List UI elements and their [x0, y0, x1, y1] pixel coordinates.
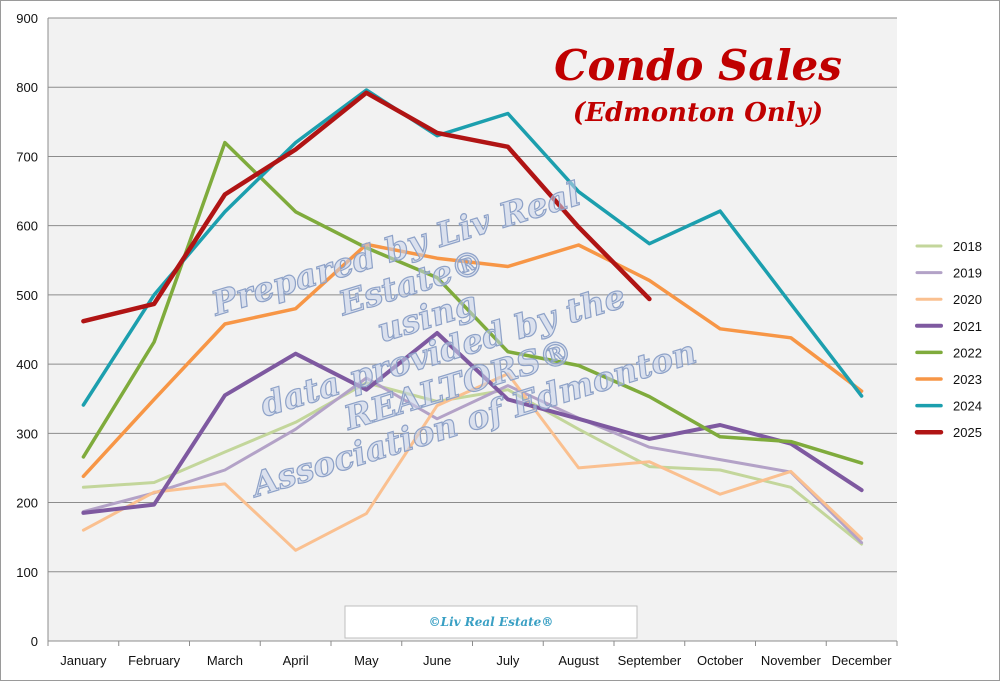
x-tick-label: April	[283, 653, 309, 668]
x-tick-label: September	[618, 653, 682, 668]
chart-subtitle: (Edmonton Only)	[573, 98, 823, 128]
series-line-2020	[81, 372, 864, 552]
legend-label-2020: 2020	[953, 292, 982, 307]
x-tick-label: May	[354, 653, 379, 668]
series-line-2019	[81, 376, 864, 545]
x-tick-label: August	[558, 653, 599, 668]
chart-title: Condo Sales	[554, 41, 842, 90]
y-tick-label: 600	[16, 219, 38, 234]
legend-label-2024: 2024	[953, 399, 982, 414]
copyright-frame	[344, 605, 638, 639]
y-tick-label: 200	[16, 496, 38, 511]
x-tick-label: July	[496, 653, 520, 668]
series-line-2018	[81, 381, 864, 546]
legend-label-2019: 2019	[953, 266, 982, 281]
series-lines	[81, 88, 864, 552]
y-tick-label: 0	[31, 634, 38, 649]
title-group: Condo Sales (Edmonton Only)	[554, 41, 842, 128]
x-tick-label: March	[207, 653, 243, 668]
series-line-2021	[81, 331, 864, 515]
copyright-text: ©Liv Real Estate®	[429, 615, 554, 629]
y-tick-label: 300	[16, 426, 38, 441]
y-tick-label: 500	[16, 288, 38, 303]
x-tick-label: January	[60, 653, 107, 668]
x-tick-label: November	[761, 653, 822, 668]
y-tick-label: 700	[16, 149, 38, 164]
x-tick-label: October	[697, 653, 744, 668]
series-line-2024	[81, 88, 864, 407]
series-line-2023	[81, 242, 864, 479]
x-tick-label: February	[128, 653, 181, 668]
y-tick-label: 400	[16, 357, 38, 372]
legend-label-2018: 2018	[953, 239, 982, 254]
legend-label-2022: 2022	[953, 345, 982, 360]
y-tick-label: 800	[16, 80, 38, 95]
series-line-2025	[81, 90, 652, 324]
x-tick-label: June	[423, 653, 451, 668]
legend-label-2023: 2023	[953, 372, 982, 387]
series-line-2022	[81, 140, 864, 465]
legend-label-2025: 2025	[953, 425, 982, 440]
copyright-box: ©Liv Real Estate®	[344, 605, 638, 639]
y-tick-label: 900	[16, 11, 38, 26]
legend-label-2021: 2021	[953, 319, 982, 334]
x-axis: January February March April May June July Augu…	[47, 640, 898, 668]
legend: 2018 2019 2020 2021 2022 2023 2024 2025	[914, 239, 982, 440]
plot-area	[48, 18, 897, 641]
y-axis: 0 100 200 300 400 500 600 700 800 900	[16, 11, 49, 649]
y-tick-label: 100	[16, 565, 38, 580]
x-tick-label: December	[832, 653, 893, 668]
